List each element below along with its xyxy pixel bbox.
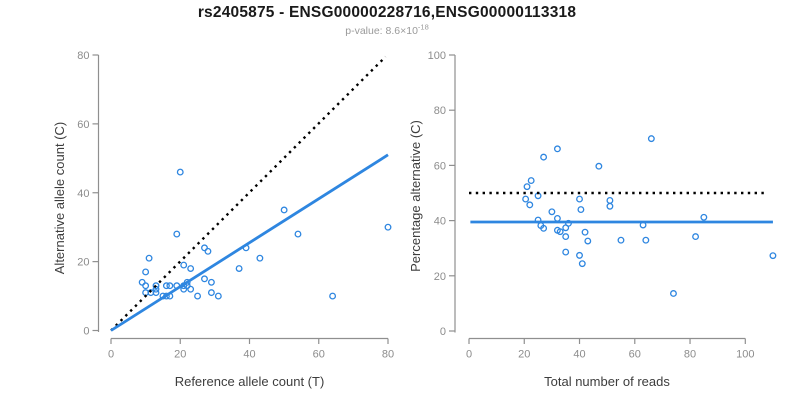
data-point	[214, 292, 222, 300]
y-tick-label: 0	[440, 326, 446, 338]
x-axis-title: Reference allele count (T)	[175, 374, 325, 389]
data-point	[152, 282, 160, 290]
x-tick-label: 100	[736, 349, 754, 361]
allele-counts-panel: 0 20 40 60 80 0 20 40 60 80 Reference allele count…	[52, 50, 394, 389]
data-point	[548, 208, 556, 216]
x-tick-label: 20	[174, 349, 186, 361]
data-point	[256, 254, 264, 262]
data-point	[606, 202, 614, 210]
data-point	[180, 261, 188, 269]
data-point	[162, 282, 170, 290]
data-point	[145, 254, 153, 262]
x-tick-label: 40	[243, 349, 255, 361]
x-tick-label: 40	[573, 349, 585, 361]
y-tick-label: 20	[77, 257, 89, 269]
data-point	[576, 251, 583, 259]
data-point	[595, 162, 603, 170]
data-point	[166, 282, 174, 290]
y-tick-label: 100	[428, 50, 446, 62]
pvalue-exponent: -18	[417, 22, 429, 32]
data-point	[553, 214, 561, 222]
x-axis-title: Total number of reads	[544, 374, 670, 389]
data-point	[562, 233, 570, 241]
data-point	[562, 248, 570, 256]
data-point	[201, 244, 208, 252]
x-tick-label: 20	[518, 349, 530, 361]
data-point	[207, 278, 215, 286]
data-point	[670, 290, 677, 297]
x-tick-label: 80	[382, 349, 394, 361]
data-point	[584, 237, 592, 245]
y-tick-label: 40	[77, 188, 89, 200]
plot-subtitle: p-value: 8.6×10-18	[0, 22, 774, 37]
data-point	[769, 252, 777, 260]
data-point	[138, 278, 146, 286]
data-point	[204, 247, 212, 255]
y-tick-label: 80	[77, 50, 89, 62]
data-point	[152, 289, 160, 297]
y-tick-label: 60	[434, 160, 446, 172]
data-point	[235, 265, 243, 272]
x-tick-label: 80	[684, 349, 696, 361]
data-point	[201, 275, 208, 283]
data-point	[576, 195, 583, 203]
data-point	[578, 260, 586, 268]
data-point	[526, 201, 534, 209]
data-point	[176, 168, 184, 176]
data-point	[647, 135, 655, 143]
data-point	[194, 292, 202, 300]
percentage-vs-reads-panel: 0 20 40 60 80 100 0 20 40 60 80 100 Total number of …	[408, 50, 777, 389]
y-tick-label: 80	[434, 105, 446, 117]
data-point	[540, 153, 548, 161]
data-point	[183, 278, 191, 286]
data-point	[180, 285, 188, 293]
data-point	[642, 236, 650, 244]
data-point	[384, 223, 392, 231]
x-tick-label: 0	[466, 349, 472, 361]
data-point	[142, 282, 150, 290]
data-point	[294, 230, 302, 238]
x-tick-label: 60	[313, 349, 325, 361]
data-point	[329, 292, 337, 300]
pvalue-text: p-value: 8.6×10	[345, 25, 418, 37]
y-axis-title: Percentage alternative (C)	[408, 120, 423, 272]
data-point	[540, 224, 548, 232]
data-point	[617, 236, 625, 244]
fit-line	[110, 153, 389, 332]
data-point	[142, 268, 150, 276]
identity-line	[110, 55, 387, 332]
y-tick-label: 60	[77, 119, 89, 131]
y-tick-label: 40	[434, 216, 446, 228]
data-point	[577, 206, 585, 214]
data-point	[556, 228, 564, 236]
data-point	[523, 183, 531, 191]
x-tick-label: 0	[108, 349, 114, 361]
data-point	[207, 289, 215, 297]
x-tick-label: 60	[629, 349, 641, 361]
data-point	[606, 197, 614, 204]
y-tick-label: 0	[83, 326, 89, 338]
plot-title: rs2405875 - ENSG00000228716,ENSG00000113…	[197, 4, 577, 21]
data-point	[187, 285, 195, 293]
data-point	[173, 230, 181, 238]
y-axis-title: Alternative allele count (C)	[52, 122, 67, 274]
data-point	[700, 213, 708, 221]
data-point	[692, 233, 700, 241]
data-point	[280, 206, 288, 214]
data-point	[527, 177, 535, 185]
data-point	[522, 195, 530, 203]
data-point	[187, 265, 195, 272]
data-point	[553, 145, 561, 153]
y-tick-label: 20	[434, 271, 446, 283]
data-point	[581, 228, 589, 236]
